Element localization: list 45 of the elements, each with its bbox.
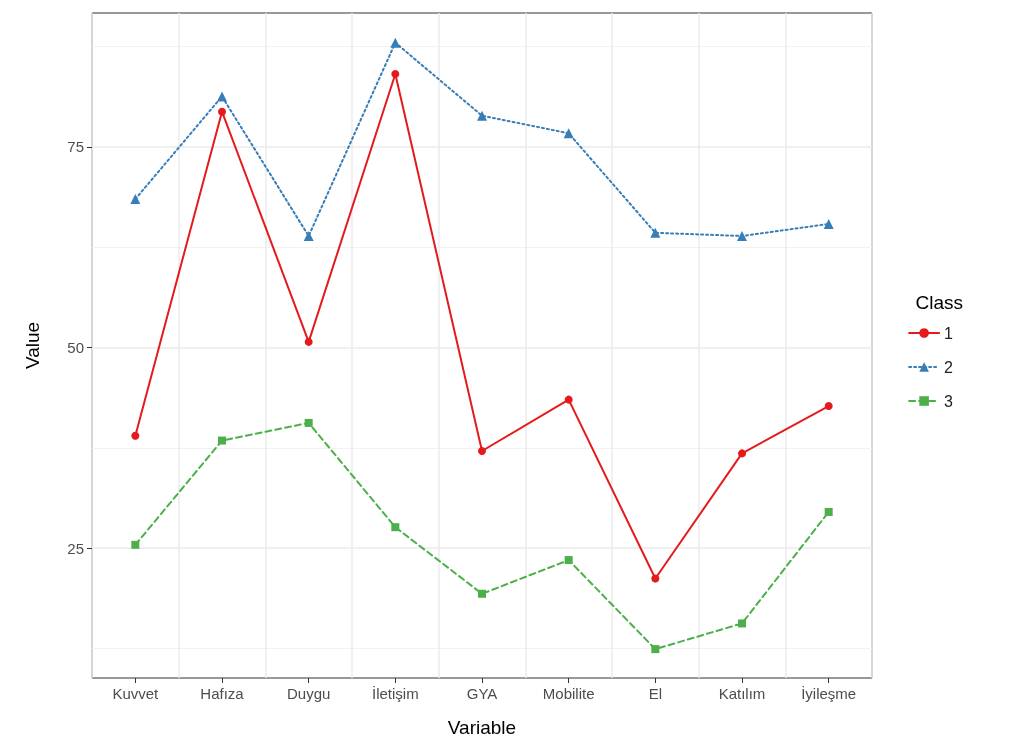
point bbox=[477, 110, 487, 121]
y-axis-title: Value bbox=[22, 321, 43, 370]
x-tick-label: Katılım bbox=[718, 685, 766, 702]
x-tick-label: Hafıza bbox=[200, 685, 245, 702]
y-tick-label: 25 bbox=[67, 539, 84, 557]
point bbox=[651, 574, 660, 583]
legend-title: Class bbox=[915, 292, 964, 313]
point bbox=[391, 523, 400, 532]
point bbox=[218, 436, 226, 445]
point bbox=[130, 194, 141, 205]
legend-label: 1 bbox=[944, 324, 954, 342]
point bbox=[738, 619, 746, 628]
point bbox=[304, 337, 313, 346]
point bbox=[390, 37, 401, 48]
point bbox=[217, 91, 227, 102]
point bbox=[651, 645, 660, 654]
point bbox=[564, 395, 573, 404]
point bbox=[478, 446, 486, 455]
x-tick-label: Kuvvet bbox=[112, 685, 160, 702]
point bbox=[823, 218, 834, 229]
point bbox=[737, 231, 747, 241]
point bbox=[478, 589, 486, 598]
point bbox=[564, 556, 573, 565]
point bbox=[218, 107, 226, 116]
point bbox=[131, 540, 140, 549]
x-tick-label: Duygu bbox=[286, 685, 331, 702]
point bbox=[824, 402, 833, 411]
legend-label: 2 bbox=[944, 358, 954, 376]
point bbox=[131, 431, 140, 440]
point bbox=[563, 128, 574, 139]
point bbox=[738, 449, 746, 458]
x-tick-label: İletişim bbox=[372, 685, 419, 702]
x-tick-label: Mobilite bbox=[542, 685, 595, 702]
x-tick-label: GYA bbox=[466, 685, 498, 702]
x-tick-label: El bbox=[648, 685, 663, 702]
x-tick-label: İyileşme bbox=[801, 685, 857, 702]
point bbox=[650, 227, 661, 238]
x-axis-title: Variable bbox=[447, 717, 517, 738]
y-tick-label: 50 bbox=[67, 339, 84, 357]
y-tick-label: 75 bbox=[67, 138, 84, 156]
legend-label: 3 bbox=[944, 392, 954, 410]
point bbox=[304, 418, 313, 427]
point bbox=[303, 231, 314, 241]
point bbox=[824, 507, 833, 516]
point bbox=[391, 69, 400, 78]
